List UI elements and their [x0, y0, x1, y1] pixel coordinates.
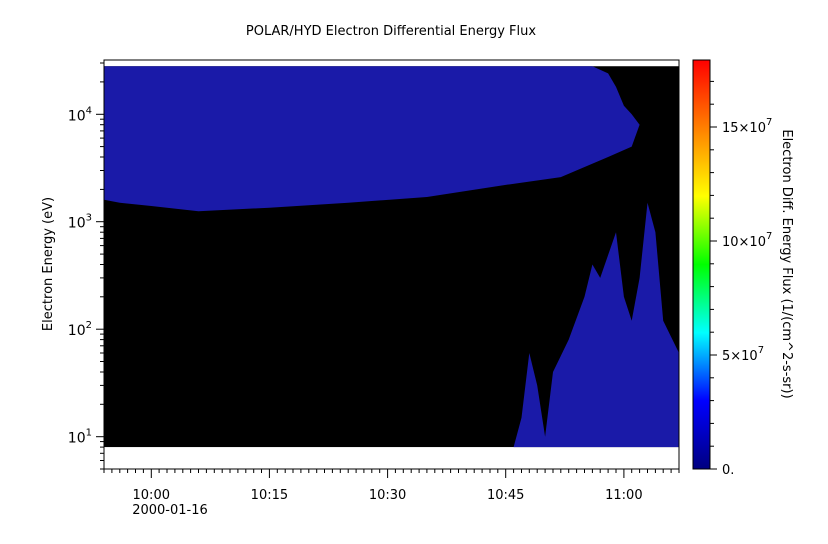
colorbar-gradient: [692, 59, 711, 470]
colorbar-ticks: 0. 5×107 10×107 15×107: [710, 80, 772, 478]
x-tick-label: 11:00: [605, 488, 642, 503]
colorbar: 0. 5×107 10×107 15×107: [692, 59, 772, 478]
colorbar-label: Electron Diff. Energy Flux (1/(cm^2-s-sr…: [779, 129, 794, 398]
x-tick-label: 10:30: [369, 488, 406, 503]
colorbar-tick-label: 5×107: [722, 345, 764, 364]
colorbar-tick-label: 15×107: [722, 117, 772, 136]
plot-area: [103, 59, 680, 470]
y-tick-label: 101: [68, 428, 92, 447]
high-energy-flux-band: [104, 66, 640, 212]
chart-title: POLAR/HYD Electron Differential Energy F…: [246, 24, 536, 39]
low-energy-flux-region: [513, 202, 679, 448]
x-tick-label: 10:15: [251, 488, 288, 503]
x-tick-label: 10:45: [487, 488, 524, 503]
y-tick-label: 103: [68, 213, 92, 232]
date-label: 2000-01-16: [132, 503, 208, 518]
colorbar-tick-label: 0.: [722, 463, 734, 478]
colorbar-tick-label: 10×107: [722, 231, 772, 250]
y-tick-label: 102: [68, 320, 92, 339]
y-tick-label: 104: [68, 105, 92, 124]
x-tick-label: 10:00: [133, 488, 170, 503]
x-axis: 10:00 10:15 10:30 10:45 11:00: [103, 469, 680, 503]
y-axis: 101 102 103 104: [68, 62, 104, 470]
y-axis-label: Electron Energy (eV): [41, 197, 56, 331]
